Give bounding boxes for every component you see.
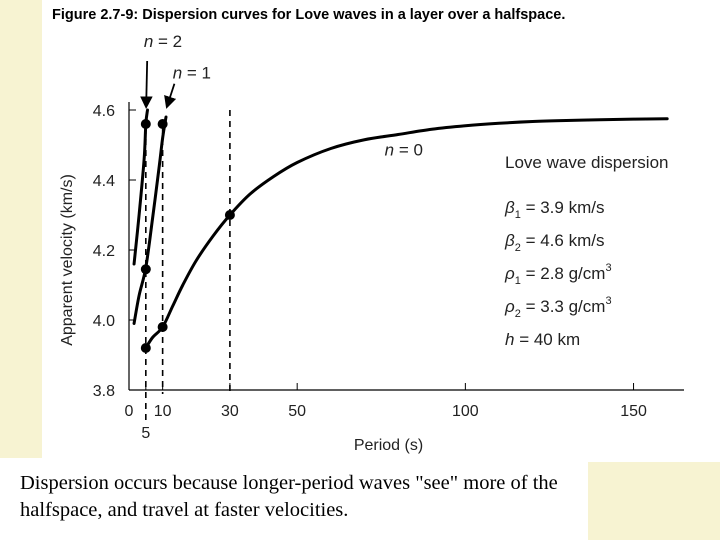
legend-title: Love wave dispersion <box>505 153 668 172</box>
data-point <box>140 343 151 353</box>
x-tick-label: 50 <box>288 403 306 420</box>
data-point <box>157 119 168 129</box>
data-point <box>157 322 168 332</box>
x-tick-label: 0 <box>125 403 134 420</box>
x-tick-label: 5 <box>141 425 150 442</box>
legend-item: β1 = 3.9 km/s <box>504 198 604 221</box>
dispersion-curves <box>132 108 669 350</box>
slide-frame-left <box>0 0 42 458</box>
x-tick-label: 10 <box>154 403 172 420</box>
slide-frame-right <box>588 462 720 540</box>
data-point <box>140 264 151 275</box>
y-tick-label: 4.2 <box>93 243 115 260</box>
dashed-period-guides <box>145 110 231 420</box>
y-axis-title: Apparent velocity (km/s) <box>59 174 76 346</box>
data-point <box>224 210 235 220</box>
y-tick-label: 4.0 <box>93 313 115 330</box>
legend-item: ρ2 = 3.3 g/cm3 <box>504 295 612 320</box>
data-point <box>140 119 151 129</box>
x-axis-title: Period (s) <box>354 437 423 454</box>
legend-item: β2 = 4.6 km/s <box>504 231 604 254</box>
x-tick-label: 150 <box>620 403 647 420</box>
data-points <box>140 119 235 353</box>
slide-caption: Dispersion occurs because longer-period … <box>20 472 558 521</box>
legend-item: ρ1 = 2.8 g/cm3 <box>504 262 612 287</box>
y-tick-label: 4.6 <box>93 103 115 120</box>
curve-n-1 <box>132 115 168 325</box>
x-tick-label: 100 <box>452 403 479 420</box>
annotation-n-1: n = 1 <box>173 64 211 83</box>
annotation-n-2: n = 2 <box>144 32 182 51</box>
figure-title: Figure 2.7-9: Dispersion curves for Love… <box>52 7 566 23</box>
legend-item: h = 40 km <box>505 330 580 349</box>
curve-n-0 <box>144 117 669 350</box>
arrow-n1 <box>164 83 177 109</box>
legend: Love wave dispersion β1 = 3.9 km/s β2 = 4.… <box>504 153 668 349</box>
y-tick-label: 4.4 <box>93 173 115 190</box>
curve-n-2 <box>132 108 149 266</box>
annotation-n-0: n = 0 <box>385 141 423 160</box>
y-tick-label: 3.8 <box>93 383 115 400</box>
x-tick-label: 30 <box>221 403 239 420</box>
arrow-n2 <box>140 60 153 110</box>
chart-labels: n = 2 n = 1 n = 0 <box>140 32 423 160</box>
